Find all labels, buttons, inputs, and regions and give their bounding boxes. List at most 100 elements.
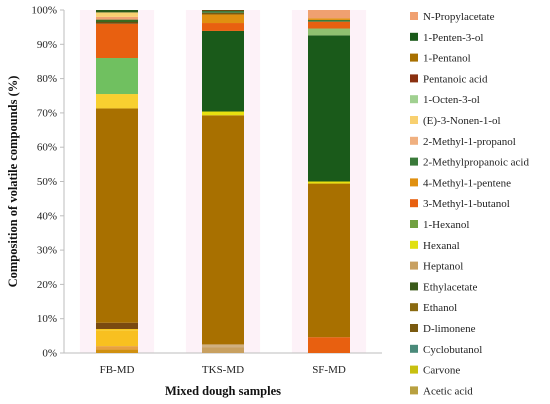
legend-swatch — [410, 240, 418, 249]
y-tick-label: 10% — [37, 313, 57, 325]
y-tick-label: 90% — [37, 39, 57, 51]
bar-segment — [96, 328, 138, 331]
legend-item: N-Propylacetate — [410, 11, 495, 23]
legend-swatch — [410, 282, 418, 291]
legend-item: 2-Methyl-1-propanol — [410, 136, 516, 148]
legend-swatch — [410, 116, 418, 124]
legend-item: Ethylacetate — [410, 281, 477, 293]
bar-segment — [202, 12, 244, 15]
legend-label: 2-Methyl-1-propanol — [423, 136, 516, 148]
legend-label: (E)-3-Nonen-1-ol — [423, 115, 501, 127]
legend-label: 4-Methyl-1-pentene — [423, 177, 511, 189]
legend-swatch — [410, 178, 418, 187]
y-tick-label: 70% — [37, 107, 57, 119]
bar-segment — [308, 183, 350, 338]
legend-item: 1-Penten-3-ol — [410, 32, 483, 44]
bar-segment — [96, 19, 138, 23]
bar-segment — [96, 22, 138, 24]
bar-segment — [96, 108, 138, 323]
bar-stack — [96, 10, 138, 353]
legend-item: 3-Methyl-1-butanol — [410, 198, 510, 210]
legend-swatch — [410, 74, 418, 83]
bar-segment — [202, 14, 244, 24]
bar-segment — [202, 23, 244, 31]
legend-swatch — [410, 324, 418, 332]
legend-swatch — [410, 303, 418, 312]
legend-swatch — [410, 157, 418, 166]
legend-swatch — [410, 261, 418, 270]
bar-segment — [308, 28, 350, 36]
y-axis-title: Composition of volatile compounds (%) — [6, 76, 20, 288]
legend-label: Ethylacetate — [423, 281, 477, 293]
bar-segment — [96, 58, 138, 95]
bar-segment — [308, 337, 350, 353]
legend-swatch — [410, 53, 418, 62]
bar-segment — [308, 18, 350, 20]
y-tick-label: 80% — [37, 73, 57, 85]
legend-label: 1-Hexanol — [423, 219, 469, 231]
bar-segment — [308, 21, 350, 29]
x-tick-label: FB-MD — [100, 364, 135, 376]
legend-item: Acetic acid — [410, 385, 473, 397]
legend-label: 1-Penten-3-ol — [423, 32, 483, 44]
x-tick-label: SF-MD — [312, 364, 346, 376]
bar-segment — [308, 10, 350, 19]
legend-swatch — [410, 344, 418, 353]
legend-item: Ethanol — [410, 302, 457, 314]
legend-item: D-limonene — [410, 323, 476, 335]
legend-swatch — [410, 365, 418, 374]
legend-label: Cyclobutanol — [423, 344, 482, 356]
legend-item: 1-Hexanol — [410, 219, 469, 231]
bars — [96, 10, 350, 353]
legend-swatch — [410, 220, 418, 228]
y-tick-label: 50% — [37, 176, 57, 188]
legend-label: 1-Pentanol — [423, 53, 471, 65]
legend-label: N-Propylacetate — [423, 11, 495, 23]
y-tick-label: 100% — [31, 5, 57, 17]
y-axis: 0% 10% 20% 30% 40% 50% 60% 70% 80% 90% 100% — [31, 5, 65, 360]
y-tick-label: 20% — [37, 279, 57, 291]
bar-segment — [202, 11, 244, 13]
bar-segment — [96, 94, 138, 109]
legend-swatch — [410, 95, 418, 104]
legend-swatch — [410, 136, 418, 145]
bar-stack — [308, 10, 350, 353]
legend-item: Cyclobutanol — [410, 344, 482, 356]
legend-swatch — [410, 12, 418, 20]
bar-segment — [202, 344, 244, 348]
bar-segment — [96, 23, 138, 59]
legend-label: Carvone — [423, 365, 460, 377]
bar-segment — [96, 12, 138, 17]
bar-segment — [96, 16, 138, 20]
legend-label: 2-Methylpropanoic acid — [423, 157, 529, 169]
legend-item: Hexanal — [410, 240, 460, 252]
legend-item: 1-Octen-3-ol — [410, 94, 480, 106]
x-tick-label: TKS-MD — [202, 364, 244, 376]
legend-item: 2-Methylpropanoic acid — [410, 157, 529, 169]
y-tick-label: 0% — [42, 348, 57, 360]
legend: N-Propylacetate 1-Penten-3-ol 1-Pentanol Pe… — [410, 11, 529, 397]
legend-label: Hexanal — [423, 240, 460, 252]
bar-segment — [202, 30, 244, 112]
legend-label: Ethanol — [423, 302, 457, 314]
legend-item: Heptanol — [410, 261, 463, 273]
bar-segment — [96, 330, 138, 347]
legend-label: D-limonene — [423, 323, 476, 335]
bar-segment — [202, 347, 244, 353]
x-axis: FB-MD TKS-MD SF-MD — [64, 352, 382, 376]
bar-segment — [202, 115, 244, 345]
legend-label: 3-Methyl-1-butanol — [423, 198, 510, 210]
bar-segment — [202, 10, 244, 12]
bar-segment — [308, 35, 350, 182]
x-axis-title: Mixed dough samples — [165, 384, 281, 398]
legend-label: 1-Octen-3-ol — [423, 94, 480, 106]
legend-swatch — [410, 386, 418, 395]
y-tick-label: 30% — [37, 245, 57, 257]
legend-item: 4-Methyl-1-pentene — [410, 177, 511, 189]
legend-label: Acetic acid — [423, 385, 473, 397]
y-tick-label: 40% — [37, 210, 57, 222]
bar-segment — [202, 111, 244, 116]
bar-segment — [96, 346, 138, 350]
bar-segment — [308, 19, 350, 22]
